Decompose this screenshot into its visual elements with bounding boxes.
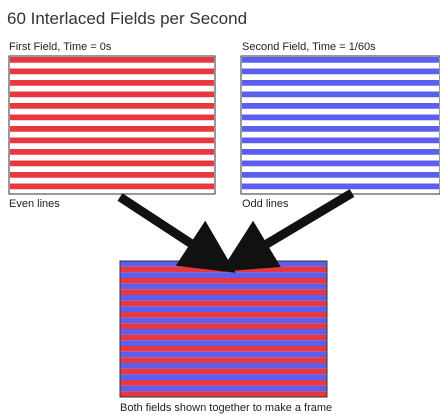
field-stripe [10, 103, 214, 109]
odd-lines-label: Odd lines [242, 198, 289, 210]
combined-stripe [120, 346, 327, 352]
field-stripe [10, 149, 214, 155]
combined-stripe [120, 261, 327, 267]
field-stripe [10, 57, 214, 63]
field-frame [240, 55, 440, 195]
combined-frame-panel [119, 260, 328, 398]
field-stripe [242, 172, 439, 178]
combined-stripe [120, 306, 327, 312]
combined-stripe [120, 374, 327, 380]
field-stripe [10, 183, 214, 190]
combined-stripe [120, 295, 327, 301]
field-stripe [10, 80, 214, 86]
combined-stripe [120, 272, 327, 278]
combined-stripe [120, 357, 327, 363]
field-stripe [10, 137, 214, 144]
combined-stripe [120, 266, 327, 273]
field-stripe [10, 126, 214, 132]
odd-field-panel [240, 55, 440, 195]
diagram-title: 60 Interlaced Fields per Second [7, 9, 248, 28]
combined-stripe [120, 380, 327, 386]
field-stripe [242, 114, 439, 121]
combined-stripe [120, 334, 327, 341]
combined-stripe [120, 317, 327, 324]
combined-stripe [120, 283, 327, 290]
combined-stripe [120, 323, 327, 329]
field-stripe [242, 57, 439, 63]
left-arrow [117, 193, 236, 273]
combined-stripe [120, 300, 327, 307]
field-stripe [10, 114, 214, 121]
combined-stripe [120, 312, 327, 318]
first-field-caption: First Field, Time = 0s [9, 41, 112, 53]
field-stripe [10, 68, 214, 75]
field-stripe [242, 68, 439, 75]
field-stripe [242, 103, 439, 109]
field-stripe [242, 126, 439, 132]
field-stripe [242, 91, 439, 98]
field-frame [8, 55, 216, 195]
right-arrow [220, 189, 355, 272]
field-stripe [242, 149, 439, 155]
combined-stripe [120, 340, 327, 346]
combined-stripe [120, 329, 327, 335]
combined-stripe [120, 289, 327, 295]
field-stripe [10, 160, 214, 167]
field-stripe [10, 91, 214, 98]
even-field-panel [8, 55, 216, 195]
second-field-caption: Second Field, Time = 1/60s [242, 41, 376, 53]
field-stripe [242, 183, 439, 190]
field-stripe [242, 160, 439, 167]
combined-stripe [120, 351, 327, 358]
field-stripe [10, 172, 214, 178]
combined-stripe [120, 385, 327, 392]
combined-stripe [120, 363, 327, 369]
combined-caption: Both fields shown together to make a fra… [120, 402, 333, 414]
field-stripe [242, 80, 439, 86]
combined-stripe [120, 391, 327, 397]
field-stripe [242, 137, 439, 144]
combined-stripe [120, 278, 327, 284]
combined-stripe [120, 368, 327, 375]
even-lines-label: Even lines [9, 198, 60, 210]
